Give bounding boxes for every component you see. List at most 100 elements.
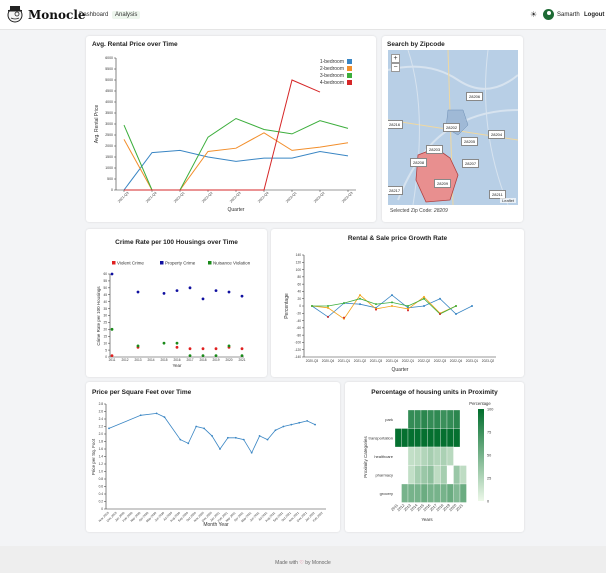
heatmap-cell [459,465,467,485]
heatmap-cell [433,446,441,466]
leaflet-attribution[interactable]: Leaflet [500,198,517,203]
y-tick-label: 20 [297,297,301,301]
zoom-out-button[interactable]: − [391,63,400,72]
x-tick-label: 2020-Q4 [322,359,335,363]
zip-label-28205[interactable]: 28205 [461,137,479,146]
y-tick-label: -40 [296,319,301,323]
zoom-in-button[interactable]: + [391,54,400,63]
heatmap-cell [407,446,415,466]
heatmap-row-label: transportation [369,435,393,440]
scatter-point-property-crime [201,297,205,301]
x-tick-label: 2023-Q1 [285,191,297,203]
y-tick-label: 2.0 [99,432,104,436]
x-tick-label: 2021-Q4 [145,191,157,203]
y-tick-label: -140 [295,355,302,359]
zipcode-map[interactable]: + − 28206 28216 28202 28204 28205 28203 28207 2… [388,50,518,205]
growth-point [407,309,409,312]
zip-label-28204[interactable]: 28204 [488,130,506,139]
y-tick-label: 40 [297,290,301,294]
x-tick-label: Jan 2020 [114,511,126,523]
rental-card-title: Avg. Rental Price over Time [92,41,178,48]
x-tick-label: 2022-Q1 [402,359,415,363]
scatter-point-property-crime [175,289,179,292]
y-axis-label: Proximity Categories [363,435,368,477]
x-tick-label: Oct 2020 [185,511,197,523]
x-tick-label: Oct 2021 [281,511,293,523]
series-line-3-bedroom [123,117,349,191]
zip-label-28207[interactable]: 28207 [462,159,480,168]
footer: Made with ♡ by Monocle [0,546,606,573]
series-line-4-bedroom [124,79,321,191]
y-tick-label: 120 [296,260,302,264]
x-tick-label: 2014 [147,358,154,362]
y-tick-label: 100 [296,268,302,272]
avatar[interactable] [543,9,554,20]
growth-point [327,315,329,318]
x-tick-label: Jan 2021 [209,511,221,523]
y-tick-label: 5500 [105,67,113,71]
y-tick-label: 2.8 [99,402,104,406]
logout-button[interactable]: Logout [584,12,605,18]
heatmap-cell [420,465,428,485]
zip-label-28206[interactable]: 28206 [466,92,484,101]
x-tick-label: 2021-Q1 [338,359,351,363]
growth-series-line [311,294,473,318]
y-tick-label: 3500 [105,111,113,115]
zip-label-28202[interactable]: 28202 [443,123,461,132]
zip-label-28211[interactable]: 28211 [489,190,506,199]
x-tick-label: 2021-Q3 [117,191,129,203]
x-tick-label: 2022-Q4 [257,191,269,203]
scatter-point-property-crime [214,289,218,292]
heatmap-cell [433,465,441,485]
x-tick-label: 2018 [199,358,206,362]
heatmap-row-label: park [385,417,393,422]
zip-label-28203[interactable]: 28203 [426,145,444,154]
x-tick-label: 2017 [186,358,193,362]
heatmap-row-label: grocery [380,491,393,496]
username[interactable]: Samarth [557,12,580,18]
nav-link-dashboard[interactable]: Dashboard [79,12,109,18]
selected-zip-label: Selected Zip Code: [390,208,433,214]
scatter-point-violent-crime [201,347,205,351]
legend-tick-label: 0 [487,500,489,504]
heatmap-row-label: healthcare [374,454,393,459]
y-tick-label: 6000 [105,56,113,60]
heatmap-cell [446,409,454,429]
heatmap-cell [446,483,454,503]
zip-label-28216[interactable]: 28216 [388,120,404,129]
zip-label-28208[interactable]: 28208 [410,158,428,167]
y-tick-label: -80 [296,333,301,337]
sun-icon[interactable]: ☀ [530,10,538,19]
y-tick-label: 50 [103,286,107,290]
scatter-point-nuisance-violation [110,327,114,331]
legend-swatch [347,80,352,85]
sqft-series-line [108,412,316,454]
scatter-point-violent-crime [110,354,114,358]
y-tick-label: 500 [107,177,113,181]
heatmap-cell [440,446,448,466]
scatter-point-nuisance-violation [214,354,218,358]
x-axis-label: Quarter [228,207,245,213]
scatter-point-property-crime [240,294,244,298]
crime-card-title: Crime Rate per 100 Housings over Time [115,239,238,246]
x-tick-label: 2021-Q3 [370,359,383,363]
heatmap-cell [407,428,415,448]
legend-swatch [347,66,352,71]
y-tick-label: 1000 [105,166,113,170]
y-tick-label: 0 [299,304,301,308]
heatmap-cell [414,409,422,429]
y-tick-label: 30 [103,314,107,318]
x-tick-label: 2021-Q4 [386,359,399,363]
heatmap-cell [407,483,415,503]
x-tick-label: 2022-Q4 [450,359,463,363]
brand-name[interactable]: Monocle [28,8,86,22]
nav-link-analysis[interactable]: Analysis [112,11,141,19]
y-tick-label: 1.4 [99,455,104,459]
monocle-logo-icon[interactable] [6,4,24,24]
zip-label-28217[interactable]: 28217 [388,186,404,195]
heatmap-cell [414,465,422,485]
x-tick-label: Apr 2020 [138,511,150,523]
y-tick-label: -100 [295,341,302,345]
zip-label-28209[interactable]: 28209 [434,179,452,188]
x-tick-label: 2023-Q2 [482,359,495,363]
